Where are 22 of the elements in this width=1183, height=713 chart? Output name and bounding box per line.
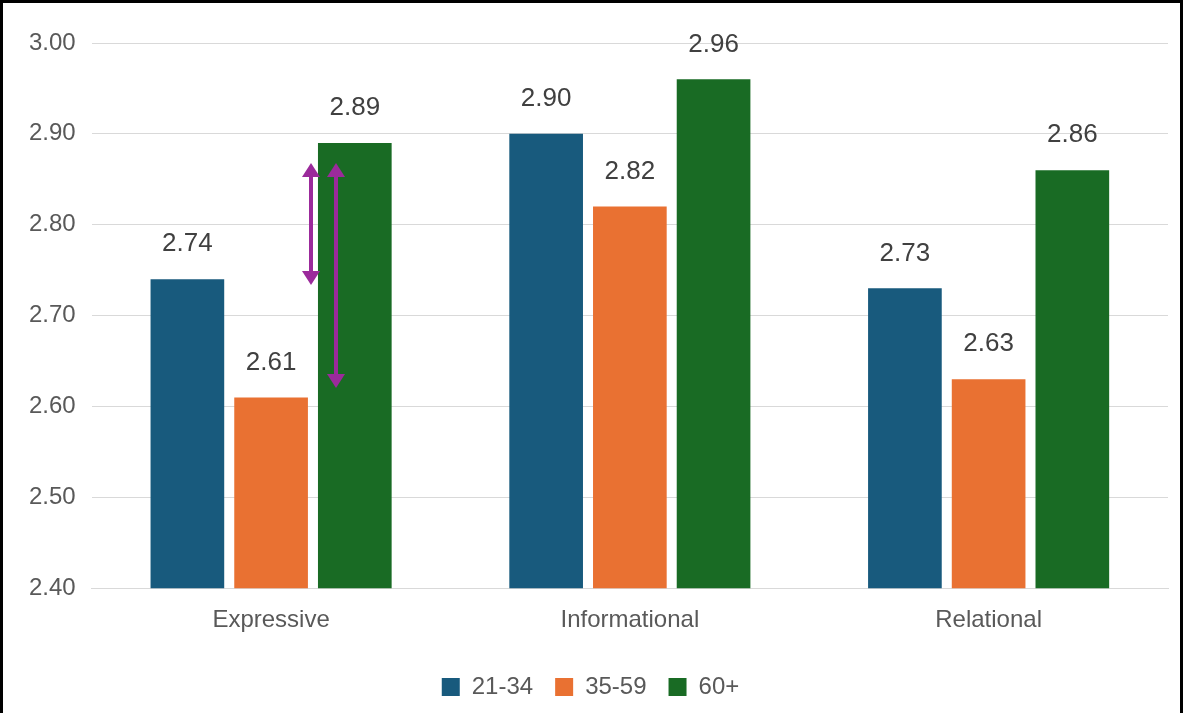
x-tick-label: Informational xyxy=(560,605,700,633)
x-tick-label: Relational xyxy=(935,605,1042,633)
data-label: 2.90 xyxy=(520,82,572,113)
y-tick-label: 2.70 xyxy=(28,300,76,328)
data-label: 2.61 xyxy=(245,345,297,376)
x-tick-label: Expressive xyxy=(212,605,330,633)
data-label: 2.63 xyxy=(963,327,1014,358)
data-label: 2.74 xyxy=(162,227,213,258)
legend-label: 35-59 xyxy=(585,671,647,699)
y-tick-label: 2.80 xyxy=(28,209,76,237)
legend-label: 60+ xyxy=(698,671,740,699)
data-label: 2.73 xyxy=(879,236,931,267)
y-tick-label: 3.00 xyxy=(28,27,76,55)
data-label: 2.82 xyxy=(604,154,656,185)
data-label: 2.86 xyxy=(1047,118,1098,149)
data-label: 2.96 xyxy=(688,27,739,58)
legend-label: 21-34 xyxy=(471,671,534,699)
y-tick-label: 2.90 xyxy=(28,118,76,146)
data-label: 2.89 xyxy=(329,91,381,122)
y-tick-label: 2.40 xyxy=(28,572,76,600)
y-tick-label: 2.60 xyxy=(28,391,76,419)
y-tick-label: 2.50 xyxy=(28,481,76,509)
